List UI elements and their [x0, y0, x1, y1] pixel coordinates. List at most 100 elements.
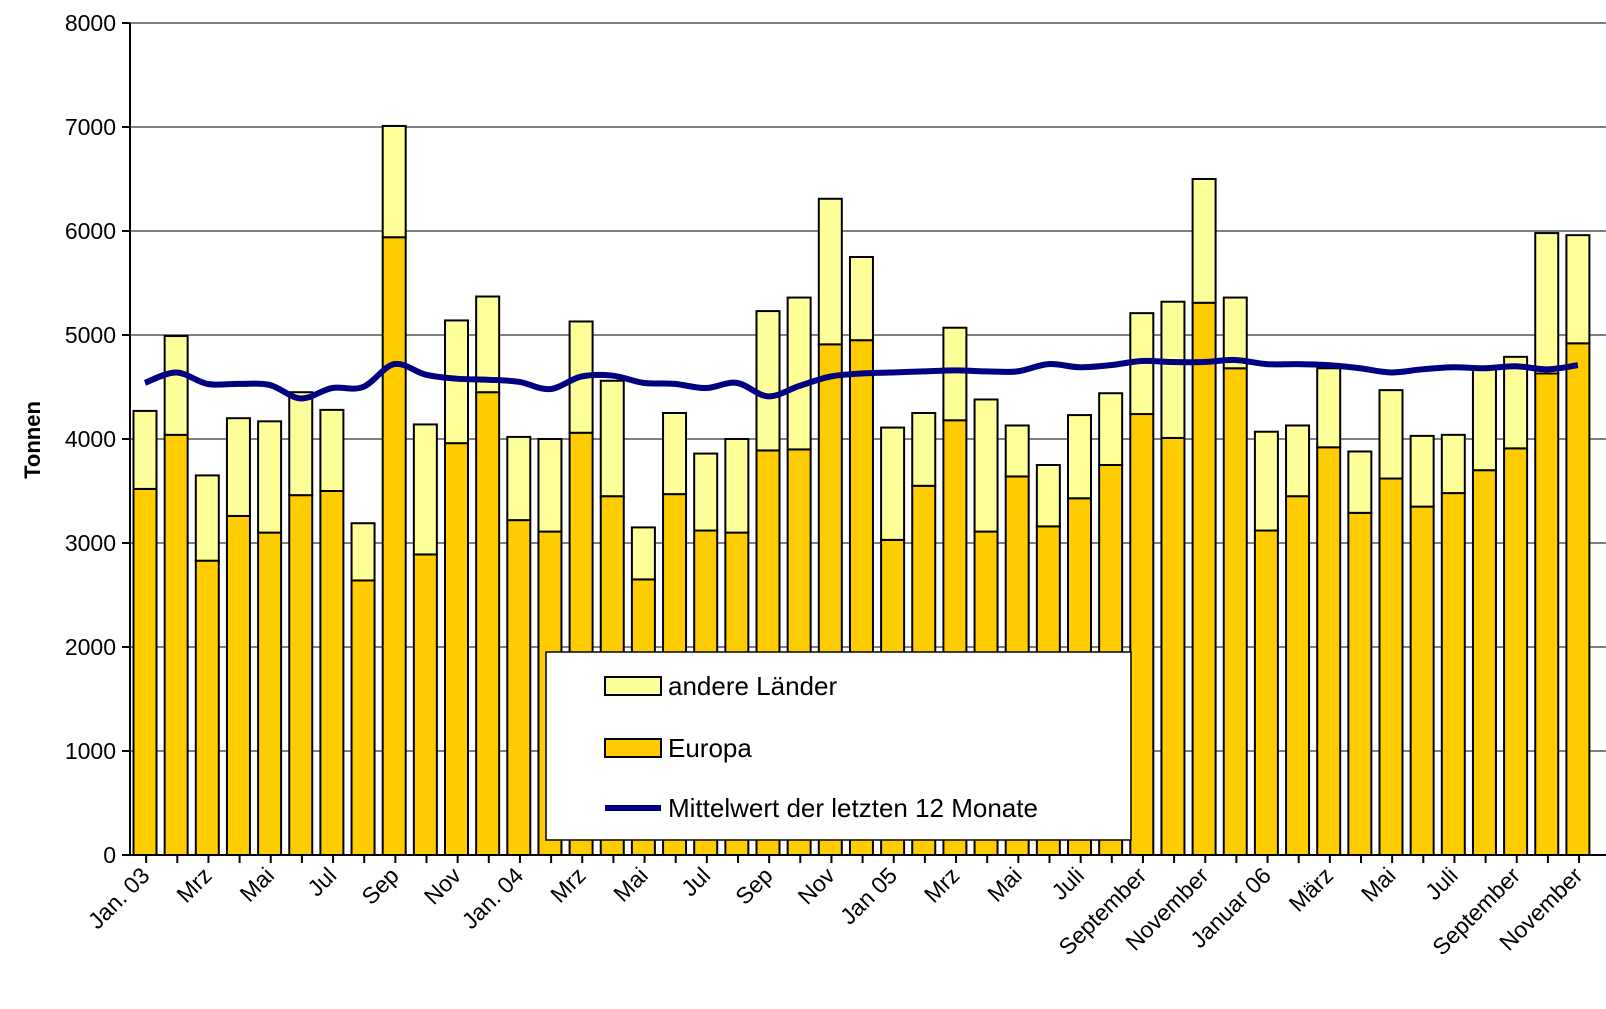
legend-swatch — [604, 676, 662, 696]
axes — [122, 22, 1606, 863]
bar-europa — [1316, 446, 1342, 856]
x-tick-label: Jul — [302, 862, 341, 901]
x-tick-label: Mrz — [919, 862, 964, 907]
bar-europa — [1129, 413, 1155, 856]
bar-andere-laender — [693, 452, 719, 532]
bar-andere-laender — [1440, 433, 1466, 495]
bar-andere-laender — [194, 474, 220, 562]
bar-andere-laender — [973, 398, 999, 533]
bar-andere-laender — [1067, 414, 1092, 500]
bar-andere-laender — [755, 310, 781, 452]
bar-andere-laender — [1253, 430, 1279, 532]
bar-europa — [163, 433, 189, 856]
bar-europa — [132, 487, 158, 856]
x-tick-label: Juli — [1046, 862, 1089, 905]
y-tick-label: 5000 — [65, 322, 116, 348]
bar-europa — [1471, 469, 1497, 856]
bar-andere-laender — [1534, 232, 1560, 375]
bar-andere-laender — [288, 391, 314, 497]
bar-andere-laender — [942, 326, 968, 422]
bar-andere-laender — [662, 412, 688, 496]
y-axis-title: Tonnen — [20, 401, 45, 479]
average-line-group — [143, 356, 1579, 402]
legend-label: andere Länder — [668, 671, 837, 701]
x-tick-label: Jan. 03 — [83, 862, 155, 934]
bar-andere-laender — [1191, 178, 1217, 304]
bar-europa — [225, 514, 251, 857]
x-tick-label: Juli — [1420, 862, 1463, 905]
bar-andere-laender — [630, 526, 656, 581]
bar-europa — [1565, 342, 1591, 856]
bar-europa — [381, 236, 407, 857]
bar-europa — [194, 559, 220, 856]
legend-swatch — [604, 738, 662, 758]
x-tick-label: Mai — [235, 862, 280, 907]
bar-europa — [475, 391, 501, 856]
x-tick-label: Sep — [730, 862, 777, 909]
x-tick-label: Mai — [982, 862, 1027, 907]
x-tick-label: Jan 05 — [835, 862, 902, 929]
bar-andere-laender — [911, 412, 937, 487]
x-tick-label: Mai — [1356, 862, 1401, 907]
y-tick-label: 4000 — [65, 426, 116, 452]
x-tick-label: Nov — [793, 862, 841, 910]
bar-andere-laender — [412, 423, 438, 556]
y-tick-labels: 0 1000 2000 3000 4000 5000 6000 7000 8000 — [65, 10, 116, 868]
bar-andere-laender — [1160, 300, 1186, 439]
x-tick-label: März — [1284, 862, 1339, 917]
bar-andere-laender — [724, 438, 750, 534]
bar-andere-laender — [599, 379, 625, 498]
bar-europa — [1191, 301, 1217, 856]
bar-europa — [1160, 436, 1186, 856]
bar-europa — [1347, 511, 1373, 857]
bar-europa — [319, 490, 345, 856]
bar-andere-laender — [1285, 424, 1311, 498]
bar-europa — [412, 553, 438, 856]
bar-europa — [1253, 529, 1279, 857]
bar-andere-laender — [163, 335, 189, 436]
bar-andere-laender — [1347, 450, 1373, 514]
bar-europa — [257, 531, 283, 856]
y-tick-label: 8000 — [65, 10, 116, 36]
bar-europa — [1440, 492, 1466, 856]
bar-europa — [1534, 372, 1560, 856]
x-tick-label: Nov — [419, 862, 467, 910]
bar-andere-laender — [1409, 434, 1435, 508]
bar-andere-laender — [225, 417, 251, 517]
bar-andere-laender — [1471, 367, 1497, 472]
bar-europa — [506, 519, 532, 856]
legend-label: Mittelwert der letzten 12 Monate — [668, 793, 1038, 823]
bar-andere-laender — [537, 438, 563, 533]
y-tick-label: 6000 — [65, 218, 116, 244]
bar-europa — [288, 494, 314, 856]
y-tick-label: 1000 — [65, 738, 116, 764]
bar-europa — [1409, 505, 1435, 856]
x-tick-label: Mai — [608, 862, 653, 907]
y-tick-label: 0 — [103, 842, 116, 868]
bar-andere-laender — [132, 409, 158, 490]
y-tick-label: 7000 — [65, 114, 116, 140]
bar-europa — [1285, 495, 1311, 856]
bar-europa — [1503, 447, 1529, 856]
legend-label: Europa — [668, 733, 752, 763]
bar-andere-laender — [257, 420, 283, 534]
bar-andere-laender — [506, 435, 532, 522]
bar-andere-laender — [1378, 389, 1404, 480]
bar-andere-laender — [319, 408, 345, 493]
bar-andere-laender — [880, 426, 906, 541]
y-tick-label: 3000 — [65, 530, 116, 556]
bar-andere-laender — [1565, 234, 1591, 345]
bar-andere-laender — [1503, 355, 1529, 450]
y-tick-label: 2000 — [65, 634, 116, 660]
x-tick-label: Mrz — [545, 862, 590, 907]
bar-andere-laender — [1098, 392, 1124, 466]
bar-andere-laender — [1222, 296, 1248, 370]
bar-europa — [1222, 367, 1248, 856]
bar-europa — [444, 442, 469, 856]
x-tick-label: Mrz — [171, 862, 216, 907]
bar-andere-laender — [1316, 367, 1342, 449]
bar-europa — [350, 579, 376, 856]
average-line — [143, 356, 1579, 402]
bar-andere-laender — [381, 124, 407, 239]
